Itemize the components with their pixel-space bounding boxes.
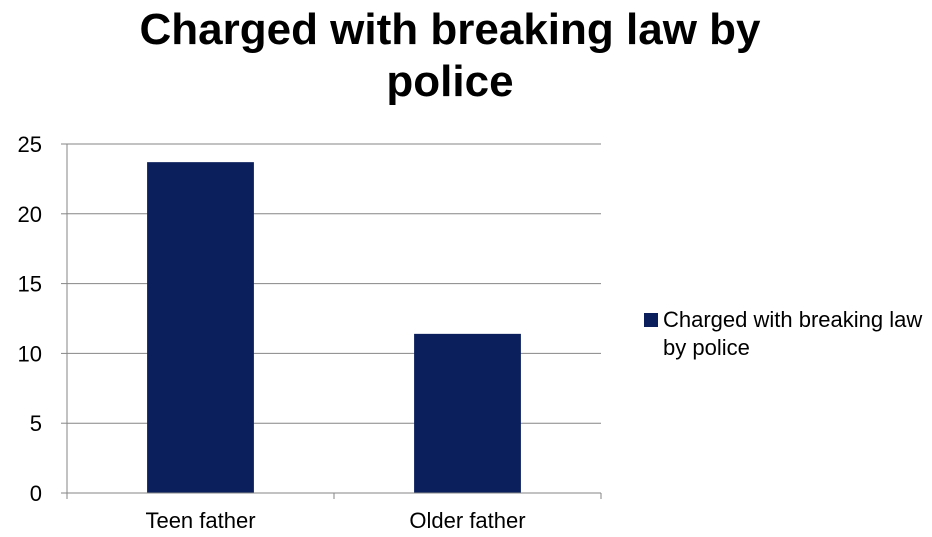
y-tick-label: 25 (18, 132, 42, 157)
axes (61, 143, 602, 499)
bar-teen-father (147, 162, 254, 493)
y-tick-label: 0 (30, 481, 42, 506)
x-tick-labels: Teen father Older father (145, 508, 525, 533)
chart-title: Charged with breaking law by police (139, 5, 761, 106)
y-tick-label: 15 (18, 272, 42, 297)
legend-label: Charged with breaking law by police (663, 307, 923, 360)
y-tick-label: 20 (18, 202, 42, 227)
legend-swatch (644, 313, 658, 327)
y-tick-label: 10 (18, 341, 42, 366)
bars (147, 162, 521, 493)
legend: Charged with breaking law by police (644, 306, 932, 362)
y-tick-label: 5 (30, 411, 42, 436)
x-tick-label: Teen father (145, 508, 255, 533)
x-tick-label: Older father (409, 508, 525, 533)
y-tick-labels: 0 5 10 15 20 25 (18, 132, 42, 506)
bar-older-father (414, 333, 521, 493)
